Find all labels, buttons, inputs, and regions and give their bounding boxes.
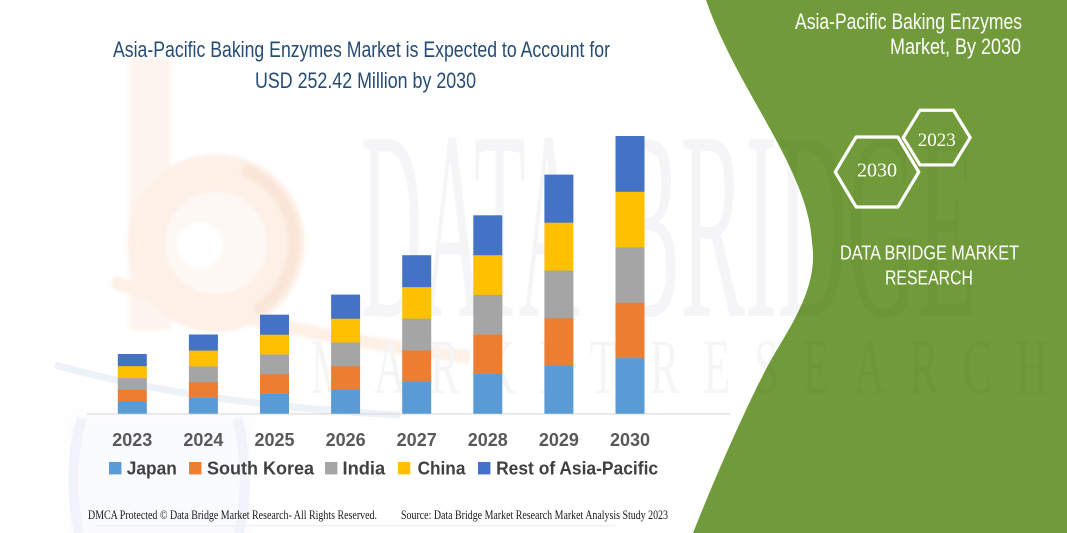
svg-text:2023: 2023 xyxy=(918,130,956,151)
svg-text:DMCA Protected © Data Bridge M: DMCA Protected © Data Bridge Market Rese… xyxy=(88,507,377,522)
svg-text:South Korea: South Korea xyxy=(207,459,315,479)
svg-text:2027: 2027 xyxy=(397,430,437,450)
svg-text:DATA: DATA xyxy=(361,77,580,375)
svg-text:2030: 2030 xyxy=(857,160,897,182)
svg-text:RESEARCH: RESEARCH xyxy=(885,268,973,290)
svg-text:Rest of Asia-Pacific: Rest of Asia-Pacific xyxy=(496,459,658,479)
svg-text:2029: 2029 xyxy=(539,430,579,450)
svg-text:DATA BRIDGE MARKET: DATA BRIDGE MARKET xyxy=(840,243,1019,265)
svg-text:2030: 2030 xyxy=(610,430,650,450)
svg-text:India: India xyxy=(343,459,387,479)
svg-text:Asia-Pacific Baking Enzymes: Asia-Pacific Baking Enzymes xyxy=(795,9,1022,34)
svg-text:Asia-Pacific Baking Enzymes Ma: Asia-Pacific Baking Enzymes Market is Ex… xyxy=(113,37,610,62)
svg-text:2023: 2023 xyxy=(112,430,152,450)
svg-text:2026: 2026 xyxy=(326,430,366,450)
svg-text:Source: Data Bridge Market Res: Source: Data Bridge Market Research Mark… xyxy=(401,507,668,522)
svg-text:China: China xyxy=(418,459,467,479)
svg-text:2028: 2028 xyxy=(468,430,508,450)
svg-text:Japan: Japan xyxy=(127,459,177,479)
svg-text:2024: 2024 xyxy=(183,430,223,450)
svg-text:2025: 2025 xyxy=(254,430,294,450)
svg-text:Market, By 2030: Market, By 2030 xyxy=(890,34,1021,59)
svg-text:USD 252.42 Million by 2030: USD 252.42 Million by 2030 xyxy=(255,68,476,93)
